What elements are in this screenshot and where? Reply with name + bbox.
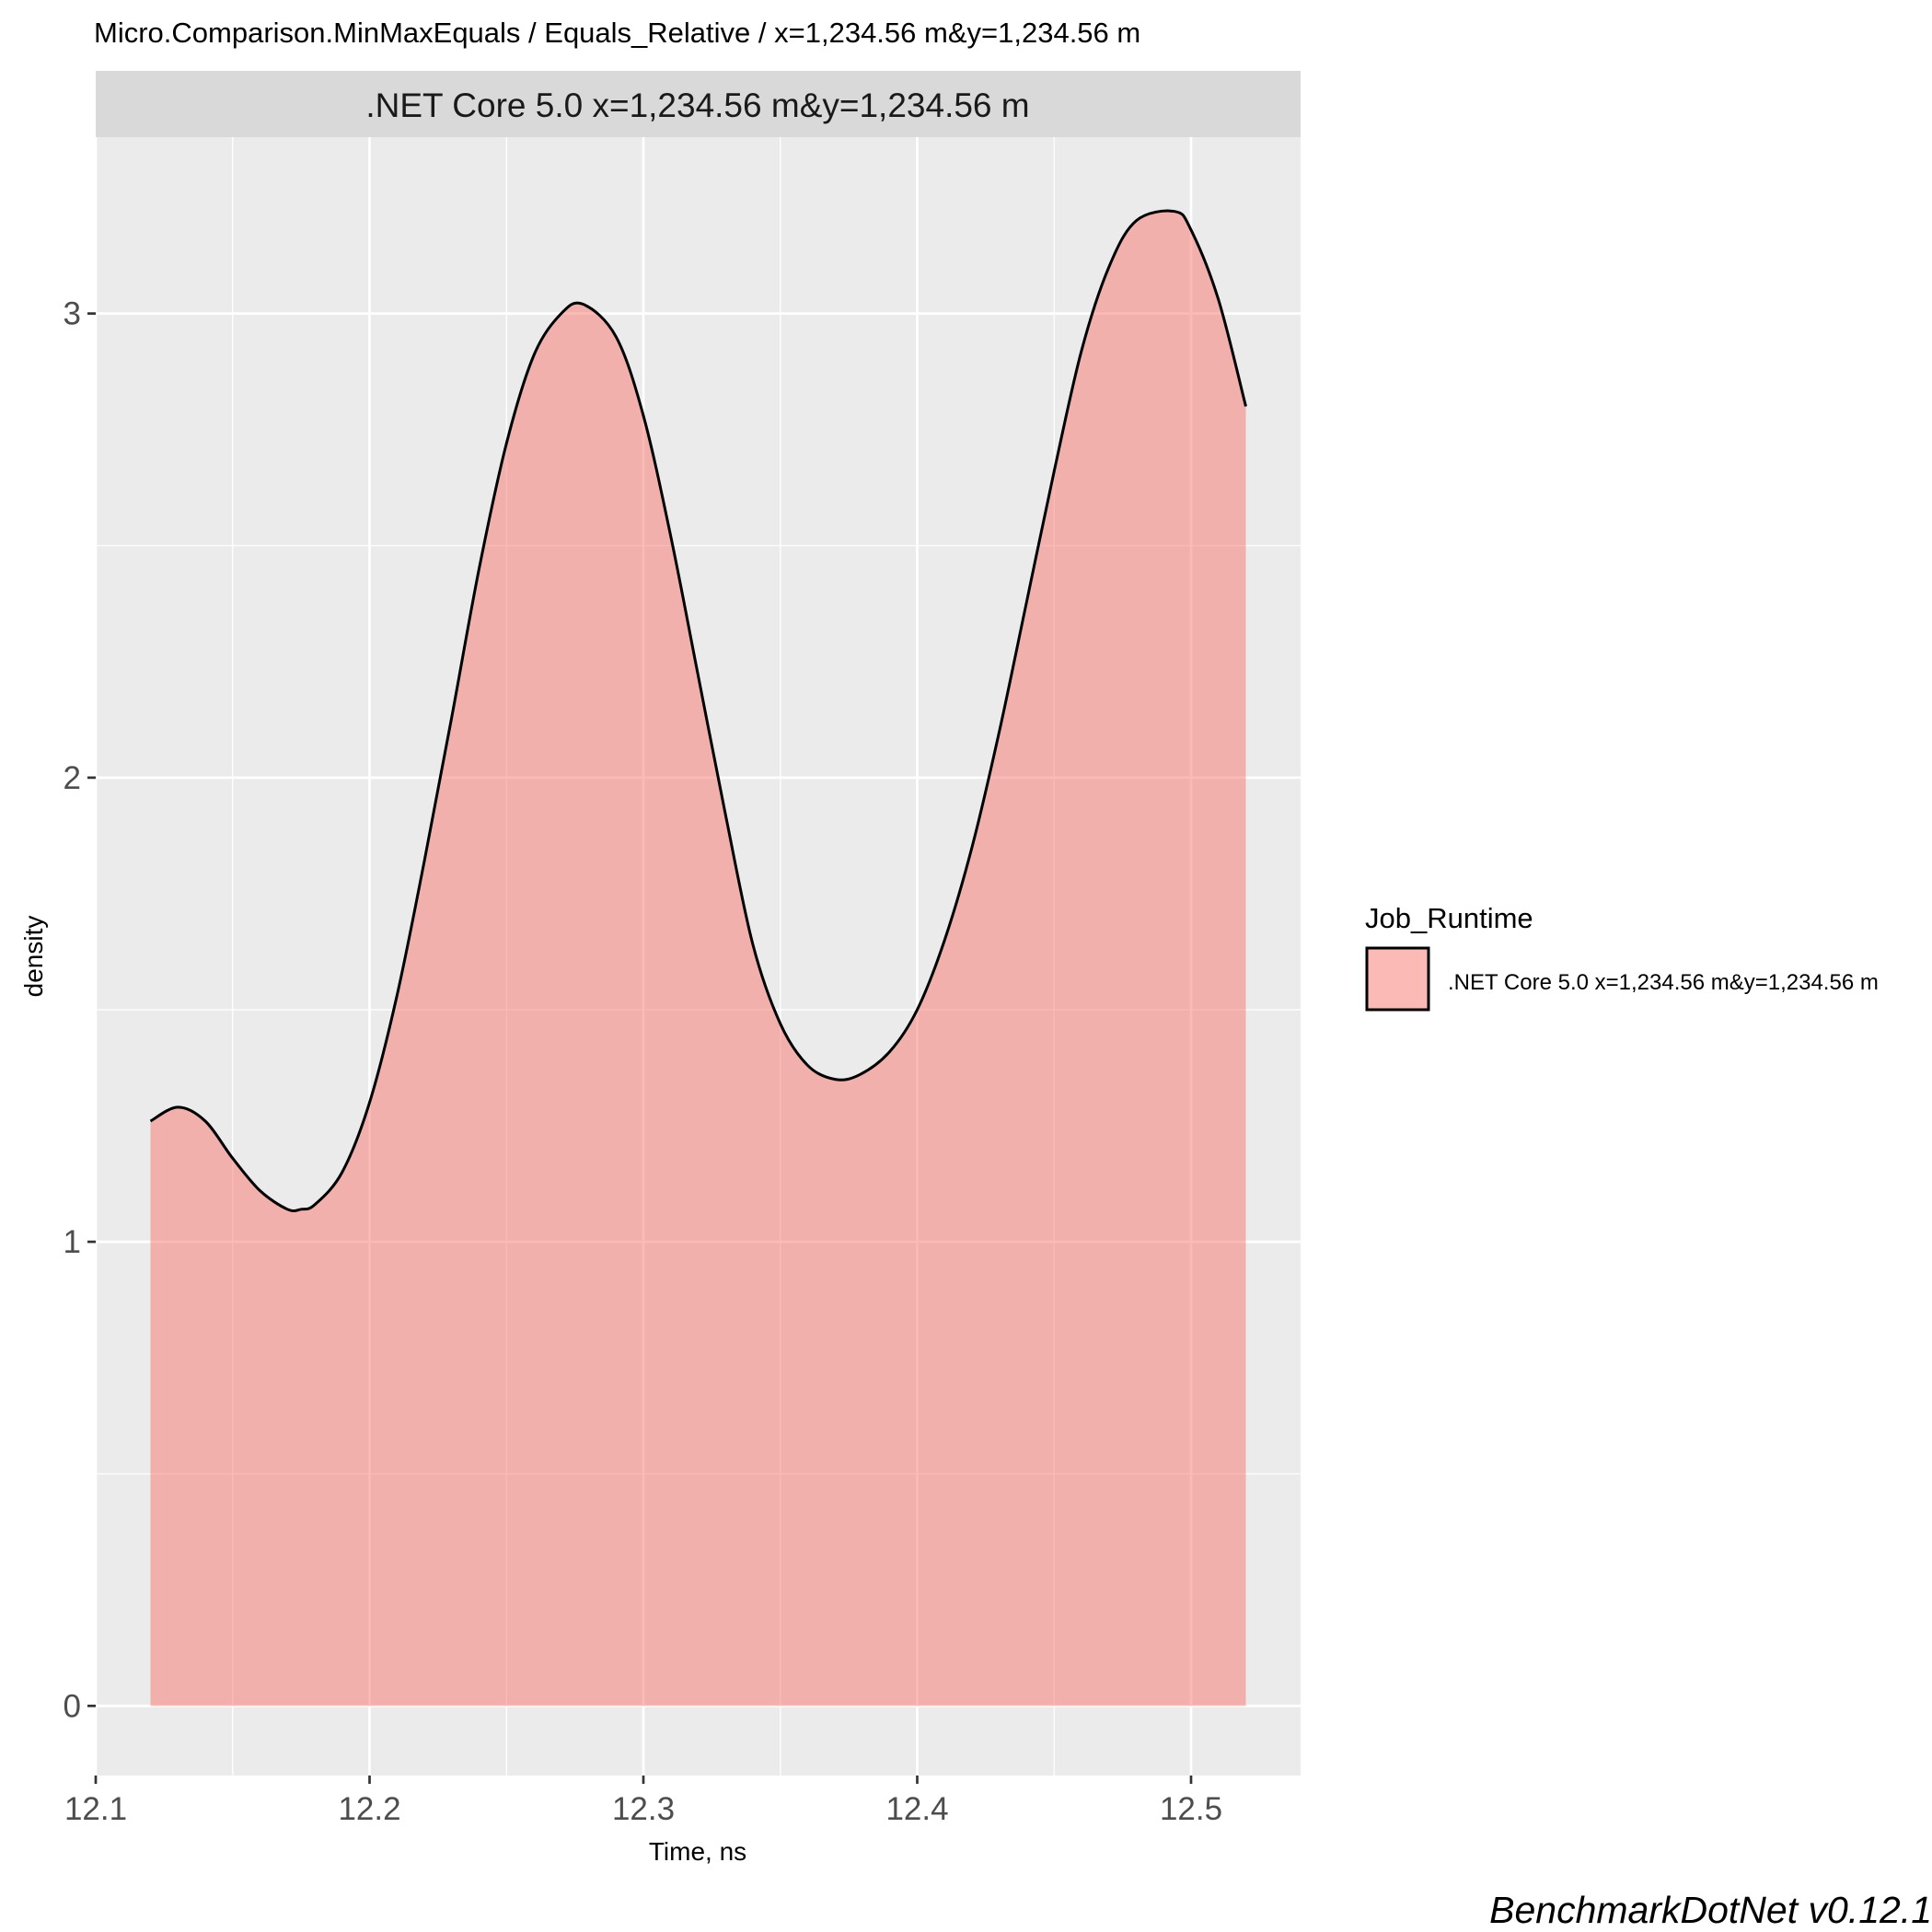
y-tick-label: 1 xyxy=(64,1224,81,1260)
density-area xyxy=(150,211,1246,1706)
legend-label: .NET Core 5.0 x=1,234.56 m&y=1,234.56 m xyxy=(1448,970,1879,995)
x-tick-label: 12.5 xyxy=(1160,1791,1222,1827)
facet-strip xyxy=(96,71,1301,137)
y-axis: 0 1 2 3 xyxy=(64,296,96,1724)
x-axis: 12.1 12.2 12.3 12.4 12.5 xyxy=(64,1776,1222,1827)
x-tick-label: 12.2 xyxy=(338,1791,400,1827)
legend-title: Job_Runtime xyxy=(1365,902,1533,934)
density-line xyxy=(149,209,1247,1213)
legend: Job_Runtime .NET Core 5.0 x=1,234.56 m&y… xyxy=(1365,902,1879,1012)
facet-strip-label: .NET Core 5.0 x=1,234.56 m&y=1,234.56 m xyxy=(365,87,1029,124)
y-tick-label: 0 xyxy=(64,1688,81,1724)
y-tick-label: 2 xyxy=(64,760,81,796)
x-axis-title: Time, ns xyxy=(649,1837,746,1866)
caption: BenchmarkDotNet v0.12.1 xyxy=(1489,1889,1932,1931)
x-tick-label: 12.1 xyxy=(64,1791,127,1827)
y-tick-label: 3 xyxy=(64,296,81,332)
x-tick-label: 12.4 xyxy=(885,1791,948,1827)
chart-title: Micro.Comparison.MinMaxEquals / Equals_R… xyxy=(94,17,1140,49)
legend-key xyxy=(1365,946,1430,1012)
y-axis-title: density xyxy=(19,916,48,998)
x-tick-label: 12.3 xyxy=(612,1791,675,1827)
